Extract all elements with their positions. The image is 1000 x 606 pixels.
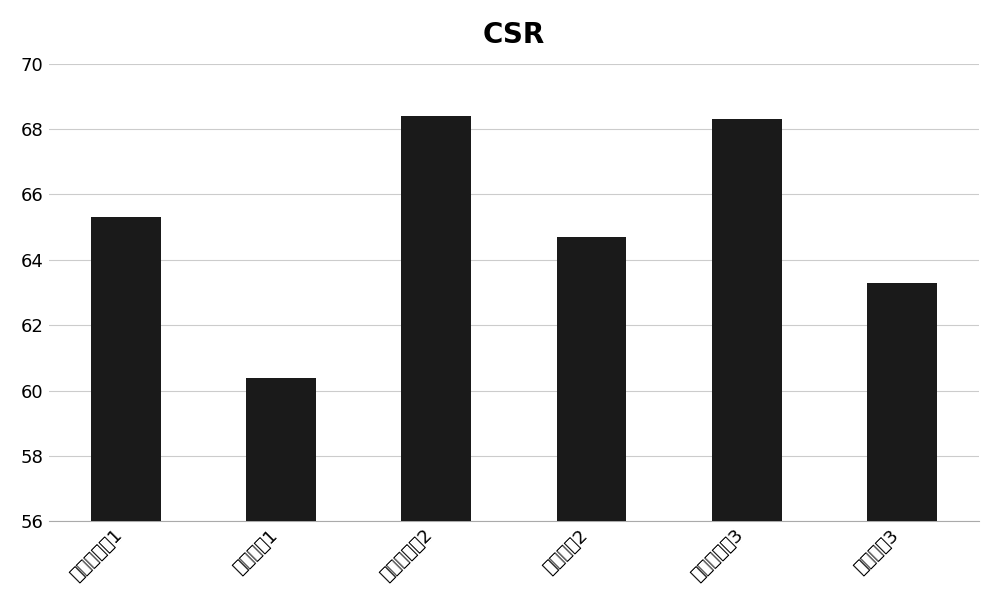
Title: CSR: CSR [483,21,545,49]
Bar [401,116,471,521]
Bar [867,283,937,521]
Bar [557,237,626,521]
Bar [91,218,161,521]
Bar [712,119,782,521]
Bar [246,378,316,521]
